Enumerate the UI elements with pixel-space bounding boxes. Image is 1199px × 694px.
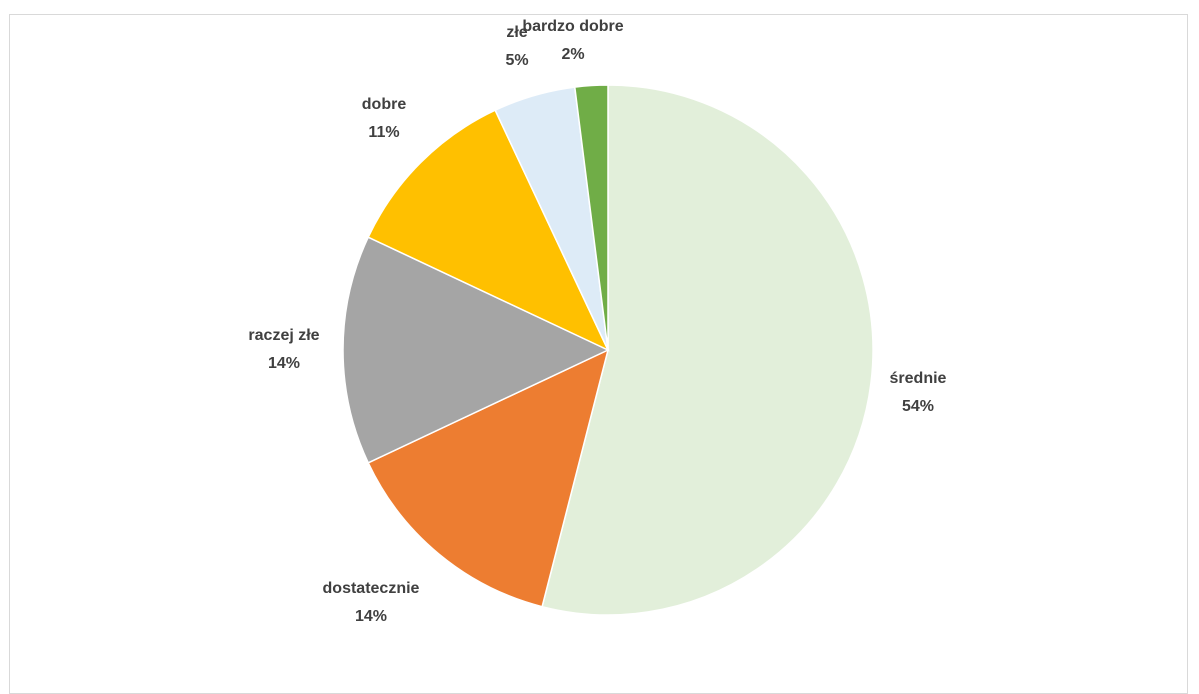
pie-slice-dobre xyxy=(367,109,610,352)
pie-slices xyxy=(342,84,874,616)
slice-label-name-dostatecznie: dostatecznie xyxy=(323,580,420,597)
slice-label-percent-dobre: 11% xyxy=(368,124,399,141)
pie-labels: średnie 54% dostatecznie 14% raczej złe 14% do… xyxy=(248,18,946,625)
slice-label-percent-srednie: 54% xyxy=(902,398,934,415)
pie-slice-raczej-zle xyxy=(342,236,610,464)
slice-label-name-zle: złe xyxy=(506,24,527,41)
slice-label-percent-dostatecznie: 14% xyxy=(355,608,387,625)
slice-label-name-dobre: dobre xyxy=(362,96,407,113)
pie-slice-dostatecznie xyxy=(367,348,610,608)
slice-label-name-raczej-zle: raczej złe xyxy=(248,327,319,344)
slice-label-name-srednie: średnie xyxy=(890,370,947,387)
pie-slice-srednie xyxy=(541,84,874,616)
slice-label-percent-bardzo-dobre: 2% xyxy=(561,46,584,63)
slice-label-percent-zle: 5% xyxy=(505,52,528,69)
slice-label-percent-raczej-zle: 14% xyxy=(268,355,300,372)
pie-slice-bardzo-dobre xyxy=(573,84,609,351)
slice-label-name-bardzo-dobre: bardzo dobre xyxy=(522,18,623,35)
